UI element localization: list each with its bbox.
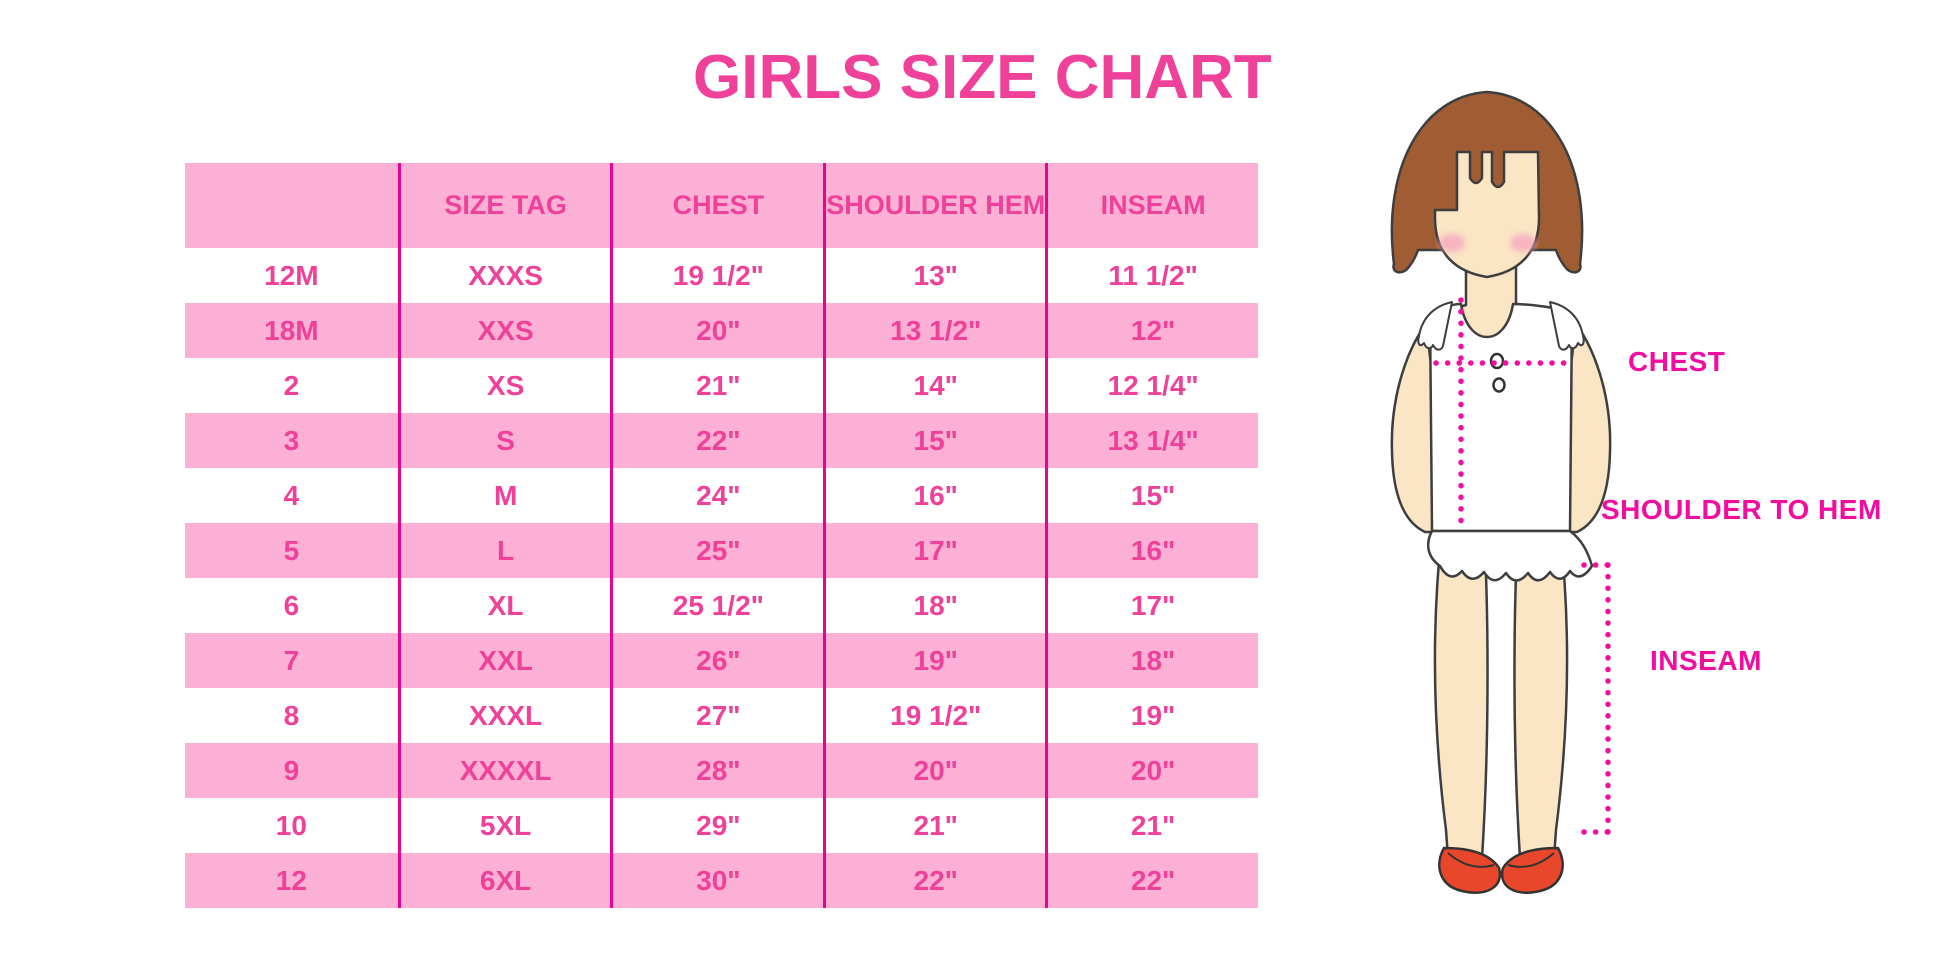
- size-value-cell: 6XL: [397, 853, 611, 908]
- page-title: GIRLS SIZE CHART: [693, 43, 1272, 112]
- size-row-label: 8: [283, 699, 300, 731]
- size-row-label: 12M: [264, 259, 319, 291]
- size-value-cell: 20": [610, 303, 824, 358]
- size-value-cell: 17": [1045, 578, 1258, 633]
- arm-left: [1390, 316, 1435, 534]
- column-header: SIZE TAG: [397, 163, 611, 248]
- size-value-cell: 19 1/2": [610, 248, 823, 303]
- girl-measurement-illustration: [1390, 90, 1617, 894]
- ruffle-left: [1417, 301, 1453, 351]
- shoe-left: [1438, 846, 1502, 894]
- shoe-strap-left: [1447, 852, 1495, 868]
- size-value-cell: XXS: [397, 303, 611, 358]
- column-header: INSEAM: [1045, 163, 1258, 248]
- size-value-cell: XXXL: [397, 688, 611, 743]
- column-header: SHOULDER HEM: [823, 163, 1046, 248]
- size-value-cell: 25 1/2": [610, 578, 823, 633]
- size-value-cell: XS: [397, 358, 611, 413]
- size-value-cell: 18": [1045, 633, 1258, 688]
- size-value-cell: 27": [610, 688, 823, 743]
- size-value-cell: 14": [823, 358, 1045, 413]
- size-value-cell: XXXXL: [397, 743, 611, 798]
- size-value-cell: 21": [823, 798, 1045, 853]
- size-value-cell: 28": [610, 743, 824, 798]
- size-row-label: 18M: [185, 303, 398, 358]
- size-value-cell: 13": [823, 248, 1045, 303]
- size-value-cell: 19": [823, 633, 1046, 688]
- leg-left: [1433, 528, 1489, 860]
- size-value-cell: 5XL: [397, 798, 611, 853]
- shoe-right: [1500, 846, 1564, 894]
- size-value-cell: 13 1/2": [823, 303, 1046, 358]
- size-value-cell: 21": [1045, 798, 1258, 853]
- shoe-strap-right: [1507, 852, 1555, 868]
- size-value-cell: 21": [610, 358, 823, 413]
- size-value-cell: 19": [1045, 688, 1258, 743]
- size-row-label: 3: [185, 413, 398, 468]
- inseam-label: INSEAM: [1650, 645, 1762, 676]
- size-value-cell: 20": [823, 743, 1046, 798]
- bodice-shape: [1428, 302, 1574, 533]
- size-value-cell: 18": [823, 578, 1045, 633]
- blush-left: [1439, 234, 1465, 252]
- blush-right: [1510, 234, 1536, 252]
- size-value-cell: L: [397, 523, 611, 578]
- size-value-cell: XXL: [397, 633, 611, 688]
- size-row-label: 7: [185, 633, 398, 688]
- button-bottom: [1492, 377, 1506, 393]
- size-value-cell: 13 1/4": [1045, 413, 1258, 468]
- size-value-cell: 29": [610, 798, 823, 853]
- chest-label: CHEST: [1628, 346, 1726, 377]
- size-value-cell: 17": [823, 523, 1046, 578]
- size-value-cell: S: [397, 413, 611, 468]
- size-value-cell: 12": [1045, 303, 1258, 358]
- shoulder-to-hem-label: SHOULDER TO HEM: [1601, 494, 1882, 525]
- skirt-shape: [1426, 529, 1594, 582]
- size-row-label: 4: [283, 479, 300, 511]
- size-row-label: 2: [283, 369, 300, 401]
- size-row-label: 9: [185, 743, 398, 798]
- size-value-cell: 12 1/4": [1045, 358, 1258, 413]
- size-value-cell: 15": [823, 413, 1046, 468]
- size-value-cell: 16": [823, 468, 1045, 523]
- size-value-cell: 24": [610, 468, 823, 523]
- ruffle-right: [1549, 301, 1585, 351]
- size-table: SIZE TAG CHEST SHOULDER HEM INSEAM 12M XXXS 19…: [185, 163, 1258, 908]
- size-row-label: 12: [185, 853, 398, 908]
- size-value-cell: 11 1/2": [1045, 248, 1258, 303]
- size-value-cell: 22": [823, 853, 1046, 908]
- size-value-cell: 20": [1045, 743, 1258, 798]
- size-value-cell: 19 1/2": [823, 688, 1045, 743]
- size-row-label: 5: [185, 523, 398, 578]
- size-value-cell: 22": [1045, 853, 1258, 908]
- size-value-cell: XL: [397, 578, 611, 633]
- size-row-label: 6: [283, 589, 300, 621]
- size-value-cell: 30": [610, 853, 824, 908]
- size-value-cell: 22": [610, 413, 824, 468]
- size-value-cell: 15": [1045, 468, 1258, 523]
- size-value-cell: 25": [610, 523, 824, 578]
- size-value-cell: 26": [610, 633, 824, 688]
- column-header: [185, 163, 398, 248]
- column-header: CHEST: [610, 163, 824, 248]
- size-value-cell: XXXS: [397, 248, 611, 303]
- size-row-label: 10: [275, 809, 307, 841]
- size-value-cell: M: [397, 468, 611, 523]
- size-value-cell: 16": [1045, 523, 1258, 578]
